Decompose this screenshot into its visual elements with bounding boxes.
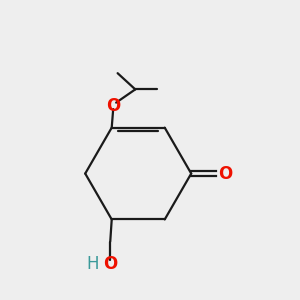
Text: O: O [219,165,233,183]
Text: H: H [86,255,98,273]
Text: O: O [106,97,120,115]
Text: O: O [103,255,117,273]
